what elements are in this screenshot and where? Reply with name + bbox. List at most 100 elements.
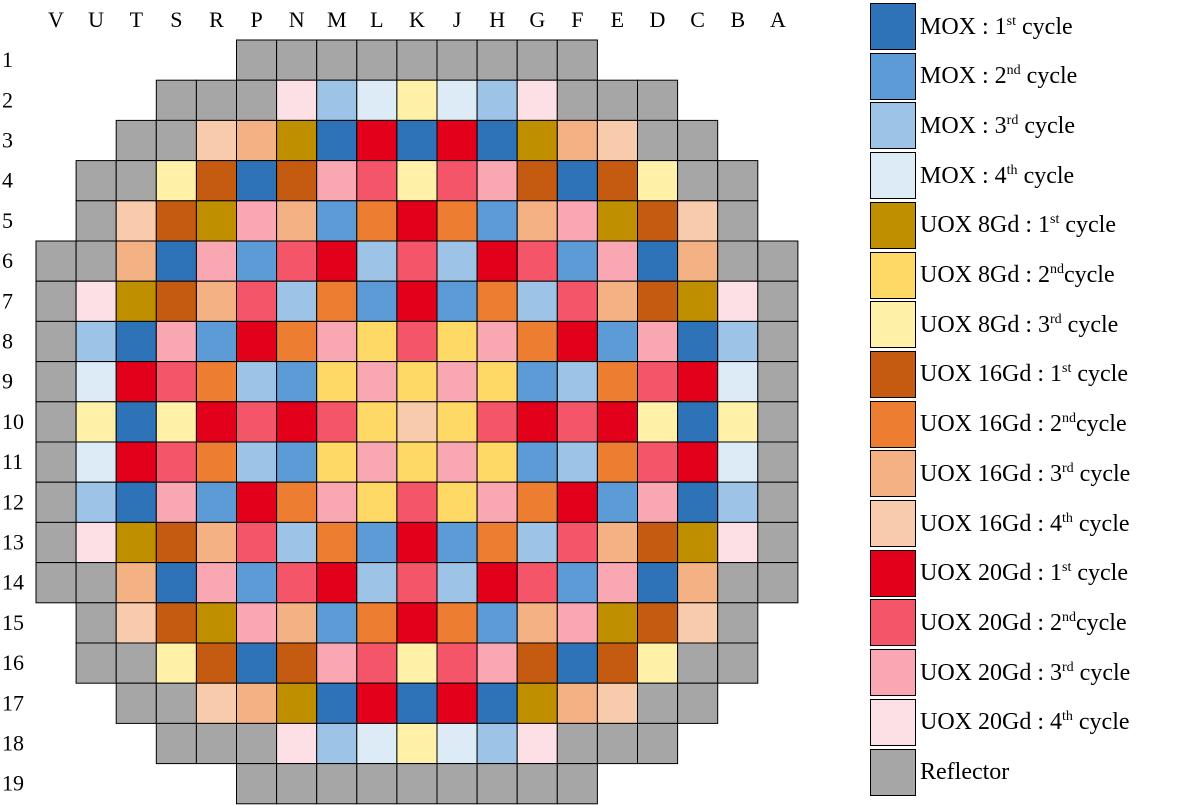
assembly-cell [637,602,679,644]
column-label: L [370,7,383,32]
assembly-cell [316,320,358,363]
assembly-cell [637,160,679,202]
assembly-cell [396,280,438,322]
legend-label: UOX 16Gd : 4th cycle [920,511,1130,536]
assembly-cell [556,320,598,363]
assembly-cell [115,401,157,443]
assembly-cell [356,280,398,322]
assembly-cell [476,521,518,564]
assembly-cell [155,562,197,604]
column-label: T [130,7,144,32]
legend-cycle-word: cycle [1076,411,1127,438]
assembly-cell [476,280,518,322]
assembly-cell [516,562,558,604]
assembly-cell [316,240,358,282]
assembly-cell [396,521,438,564]
fuel-legend: MOX : 1st cycle MOX : 2nd cycle MOX : 3rd … [870,0,1200,805]
assembly-cell [75,562,117,604]
row-label: 2 [2,87,13,112]
assembly-cell [35,240,77,282]
assembly-cell [677,562,719,604]
assembly-cell [476,763,518,805]
assembly-cell [236,39,278,81]
assembly-cell [236,722,278,765]
legend-item: UOX 16Gd : 2ndcycle [870,400,1127,449]
legend-label: UOX 20Gd : 3rd cycle [920,660,1130,685]
legend-fuel-text: UOX 16Gd : 3 [920,460,1062,487]
legend-cycle-word: cycle [1017,162,1075,189]
assembly-cell [35,481,77,523]
assembly-cell [556,562,598,604]
legend-fuel-text: UOX 8Gd : 1 [920,212,1050,239]
assembly-cell [316,200,358,242]
assembly-cell [436,200,478,242]
assembly-cell [276,562,318,604]
assembly-cell [356,521,398,564]
assembly-cell [276,602,318,644]
column-label: J [453,7,462,32]
assembly-cell [436,79,478,121]
assembly-cell [236,441,278,483]
legend-swatch [870,698,916,746]
assembly-cell [476,642,518,684]
legend-label: UOX 16Gd : 2ndcycle [920,411,1127,438]
assembly-cell [195,521,237,564]
assembly-cell [556,39,598,81]
assembly-cell [356,240,398,282]
assembly-cell [516,602,558,644]
assembly-cell [396,642,438,684]
assembly-cell [677,441,719,483]
legend-item: UOX 20Gd : 3rd cycle [870,648,1130,697]
assembly-cell [396,722,438,765]
legend-swatch [870,549,916,597]
assembly-cell [476,562,518,604]
assembly-cell [195,200,237,242]
column-label: C [690,7,705,32]
assembly-cell [115,642,157,684]
assembly-cell [556,200,598,242]
assembly-cell [677,280,719,322]
assembly-cell [436,361,478,403]
legend-swatch [870,450,916,498]
assembly-cell [155,682,197,724]
assembly-cell [637,562,679,604]
assembly-cell [115,119,157,162]
assembly-cell [556,481,598,523]
assembly-cell [276,200,318,242]
legend-label: UOX 20Gd : 2ndcycle [920,610,1127,635]
assembly-cell [115,562,157,604]
row-label: 11 [2,449,23,474]
legend-label: UOX 16Gd : 1st cycle [920,362,1128,387]
assembly-cell [396,481,438,523]
assembly-cell [396,240,438,282]
assembly-cell [155,200,197,242]
row-label: 13 [2,530,24,555]
row-label: 3 [2,128,13,153]
assembly-cell [236,240,278,282]
assembly-cell [596,79,639,121]
assembly-cell [677,361,719,403]
column-label: N [289,7,305,32]
assembly-cell [155,240,197,282]
core-grid [35,39,799,805]
assembly-cell [556,361,598,403]
assembly-cell [155,401,197,443]
legend-cycle-word: cycle [1018,112,1075,139]
legend-item: MOX : 3rd cycle [870,101,1075,150]
legend-cycle-word: cycle [1016,13,1073,40]
assembly-cell [476,441,518,483]
row-label: 4 [2,168,13,193]
assembly-cell [596,280,639,322]
legend-swatch [870,102,916,150]
assembly-cell [556,441,598,483]
legend-fuel-text: UOX 8Gd : 2 [920,262,1050,288]
assembly-cell [596,160,639,202]
assembly-cell [115,240,157,282]
assembly-cell [476,119,518,162]
assembly-cell [596,320,639,363]
assembly-cell [516,521,558,564]
legend-swatch [870,350,916,398]
assembly-cell [316,39,358,81]
assembly-cell [115,441,157,483]
